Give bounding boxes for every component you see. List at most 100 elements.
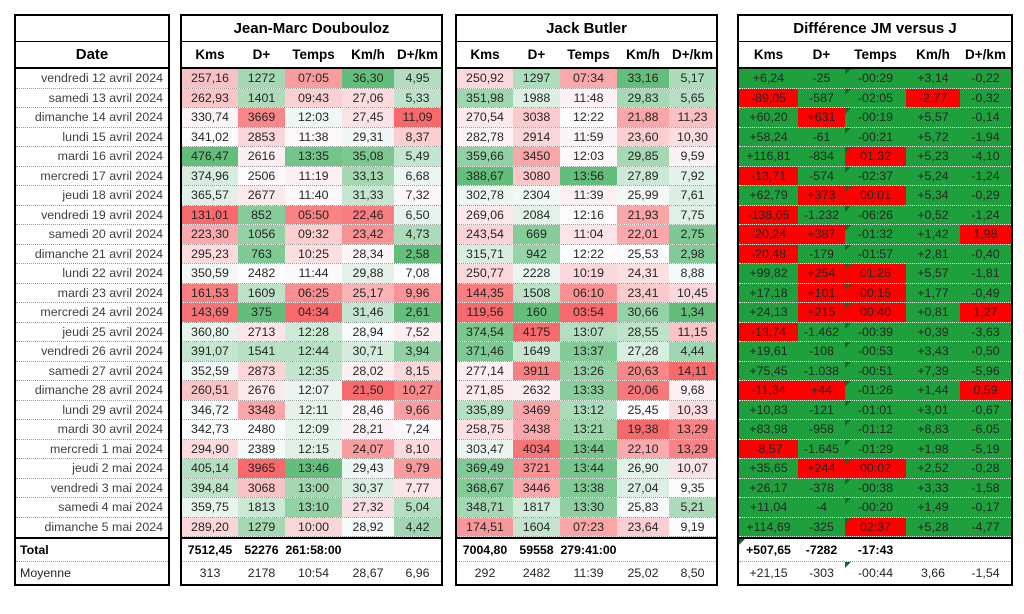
jm-dplus-r21[interactable]: 3965 — [238, 459, 285, 478]
date-cell-r16[interactable]: samedi 27 avril 2024 — [16, 362, 168, 381]
jack-total-temps[interactable]: 279:41:00 — [560, 543, 617, 557]
diff-title[interactable]: Différence JM versus J — [739, 16, 1011, 42]
diff-dplus-r17[interactable]: +44 — [798, 381, 845, 400]
jack-header-kmh[interactable]: Km/h — [626, 47, 660, 62]
jm-kmh-r5[interactable]: 35,08 — [342, 147, 394, 166]
jack-dplus-r9[interactable]: 669 — [513, 225, 560, 244]
jm-kms-r16[interactable]: 352,59 — [182, 361, 238, 380]
diff-total-kmh[interactable] — [906, 539, 960, 561]
diff-kms-r22[interactable]: +26,17 — [749, 480, 788, 495]
jack-kmh-r19[interactable]: 19,38 — [617, 420, 669, 439]
jm-total-kmh[interactable] — [342, 539, 394, 561]
jack-dplus-r7[interactable]: 2304 — [513, 186, 560, 205]
diff-dplus-r19[interactable]: -958 — [809, 422, 834, 437]
diff-dplus-r9[interactable]: +387 — [798, 225, 845, 244]
jack-temps-r3[interactable]: 12:22 — [560, 108, 617, 127]
jm-kmh-r20[interactable]: 24,07 — [342, 439, 394, 458]
jack-dplus-r4[interactable]: 2914 — [513, 127, 560, 146]
diff-temps-r24[interactable]: 02:37 — [845, 517, 906, 536]
jm-kms-r6[interactable]: 374,96 — [182, 166, 238, 185]
jm-dpluskm-r10[interactable]: 2,58 — [394, 244, 441, 263]
jack-dpluskm-r15[interactable]: 4,44 — [669, 342, 716, 361]
jack-kms-r13[interactable]: 119,56 — [457, 303, 513, 322]
jm-dplus-r10[interactable]: 763 — [238, 244, 285, 263]
diff-kmh-r11[interactable]: +5,57 — [917, 266, 949, 281]
jack-moyenne-kms[interactable]: 292 — [474, 566, 496, 580]
diff-total-kms[interactable]: +507,65 — [739, 539, 798, 561]
jack-kms-r3[interactable]: 270,54 — [457, 108, 513, 127]
corner-cell[interactable] — [16, 16, 168, 42]
jm-kms-r11[interactable]: 350,59 — [182, 264, 238, 283]
jm-dplus-r12[interactable]: 1609 — [238, 283, 285, 302]
jm-temps-r4[interactable]: 11:38 — [285, 127, 342, 146]
date-cell-r22[interactable]: vendredi 3 mai 2024 — [16, 479, 168, 498]
diff-dplus-r2[interactable]: -587 — [809, 90, 834, 105]
jack-dpluskm-r8[interactable]: 7,75 — [669, 205, 716, 224]
diff-kmh-r16[interactable]: +7,39 — [917, 363, 949, 378]
jack-temps-r2[interactable]: 11:48 — [560, 88, 617, 107]
diff-dpluskm-r2[interactable]: -0,32 — [971, 90, 1000, 105]
diff-kmh-r3[interactable]: +5,57 — [917, 110, 949, 125]
date-cell-r14[interactable]: jeudi 25 avril 2024 — [16, 323, 168, 342]
date-cell-r2[interactable]: samedi 13 avril 2024 — [16, 89, 168, 108]
jm-temps-r21[interactable]: 13:46 — [285, 459, 342, 478]
jm-temps-r23[interactable]: 13:10 — [285, 498, 342, 517]
jm-dplus-r5[interactable]: 2616 — [238, 147, 285, 166]
diff-temps-r7[interactable]: 00:01 — [845, 186, 906, 205]
diff-kmh-r14[interactable]: +0,39 — [917, 324, 949, 339]
jack-kms-r12[interactable]: 144,35 — [457, 283, 513, 302]
jm-kmh-r17[interactable]: 21,50 — [342, 381, 394, 400]
jack-kms-r16[interactable]: 277,14 — [457, 361, 513, 380]
jm-kms-r9[interactable]: 223,30 — [182, 225, 238, 244]
diff-kms-r16[interactable]: +75,45 — [749, 363, 788, 378]
jm-dpluskm-r22[interactable]: 7,77 — [394, 478, 441, 497]
jm-kms-r1[interactable]: 257,16 — [182, 69, 238, 88]
jm-dpluskm-r2[interactable]: 5,33 — [394, 88, 441, 107]
jack-dplus-r22[interactable]: 3446 — [513, 478, 560, 497]
diff-dplus-r10[interactable]: -179 — [809, 246, 834, 261]
jack-kms-r21[interactable]: 369,49 — [457, 459, 513, 478]
jack-temps-r17[interactable]: 13:33 — [560, 381, 617, 400]
jack-kms-r4[interactable]: 282,78 — [457, 127, 513, 146]
jm-dpluskm-r9[interactable]: 4,73 — [394, 225, 441, 244]
diff-kms-r8[interactable]: -138,05 — [739, 205, 798, 224]
jack-dplus-r23[interactable]: 1817 — [513, 498, 560, 517]
jm-dplus-r15[interactable]: 1541 — [238, 342, 285, 361]
diff-dpluskm-r18[interactable]: -0,67 — [971, 402, 1000, 417]
diff-kms-r19[interactable]: +83,98 — [749, 422, 788, 437]
diff-temps-r5[interactable]: 01:32 — [845, 147, 906, 166]
jm-kmh-r6[interactable]: 33,13 — [342, 166, 394, 185]
diff-kms-r10[interactable]: -20,48 — [739, 244, 798, 263]
diff-kmh-r18[interactable]: +3,01 — [917, 402, 949, 417]
jm-dplus-r6[interactable]: 2506 — [238, 166, 285, 185]
diff-kms-r21[interactable]: +35,65 — [749, 461, 788, 476]
diff-temps-r17[interactable]: -01:26 — [845, 381, 906, 400]
jack-moyenne-temps[interactable]: 11:39 — [573, 566, 604, 580]
jack-kms-r7[interactable]: 302,78 — [457, 186, 513, 205]
diff-dpluskm-r20[interactable]: -5,19 — [971, 441, 1000, 456]
jm-dplus-r16[interactable]: 2873 — [238, 361, 285, 380]
diff-kms-r9[interactable]: -20,24 — [739, 225, 798, 244]
jack-kms-r8[interactable]: 269,06 — [457, 205, 513, 224]
jack-title[interactable]: Jack Butler — [457, 16, 716, 42]
diff-dpluskm-r23[interactable]: -0,17 — [971, 500, 1000, 515]
jm-temps-r12[interactable]: 06:25 — [285, 283, 342, 302]
jm-kms-r23[interactable]: 359,75 — [182, 498, 238, 517]
jm-temps-r2[interactable]: 09:43 — [285, 88, 342, 107]
jack-kmh-r5[interactable]: 29,85 — [617, 147, 669, 166]
diff-dpluskm-r9[interactable]: 1,98 — [960, 225, 1011, 244]
jack-temps-r4[interactable]: 11:59 — [560, 127, 617, 146]
jm-kms-r3[interactable]: 330,74 — [182, 108, 238, 127]
jm-header-kms[interactable]: Kms — [195, 47, 225, 62]
jack-kmh-r15[interactable]: 27,28 — [617, 342, 669, 361]
jm-dpluskm-r12[interactable]: 9,96 — [394, 283, 441, 302]
jack-temps-r21[interactable]: 13:44 — [560, 459, 617, 478]
jack-dpluskm-r24[interactable]: 9,19 — [669, 517, 716, 536]
jack-temps-r24[interactable]: 07:23 — [560, 517, 617, 536]
diff-temps-r11[interactable]: 01:25 — [845, 264, 906, 283]
jack-temps-r18[interactable]: 13:12 — [560, 400, 617, 419]
jack-temps-r9[interactable]: 11:04 — [560, 225, 617, 244]
jack-kms-r19[interactable]: 258,75 — [457, 420, 513, 439]
date-cell-r21[interactable]: jeudi 2 mai 2024 — [16, 459, 168, 479]
diff-kmh-r19[interactable]: +8,83 — [917, 422, 949, 437]
